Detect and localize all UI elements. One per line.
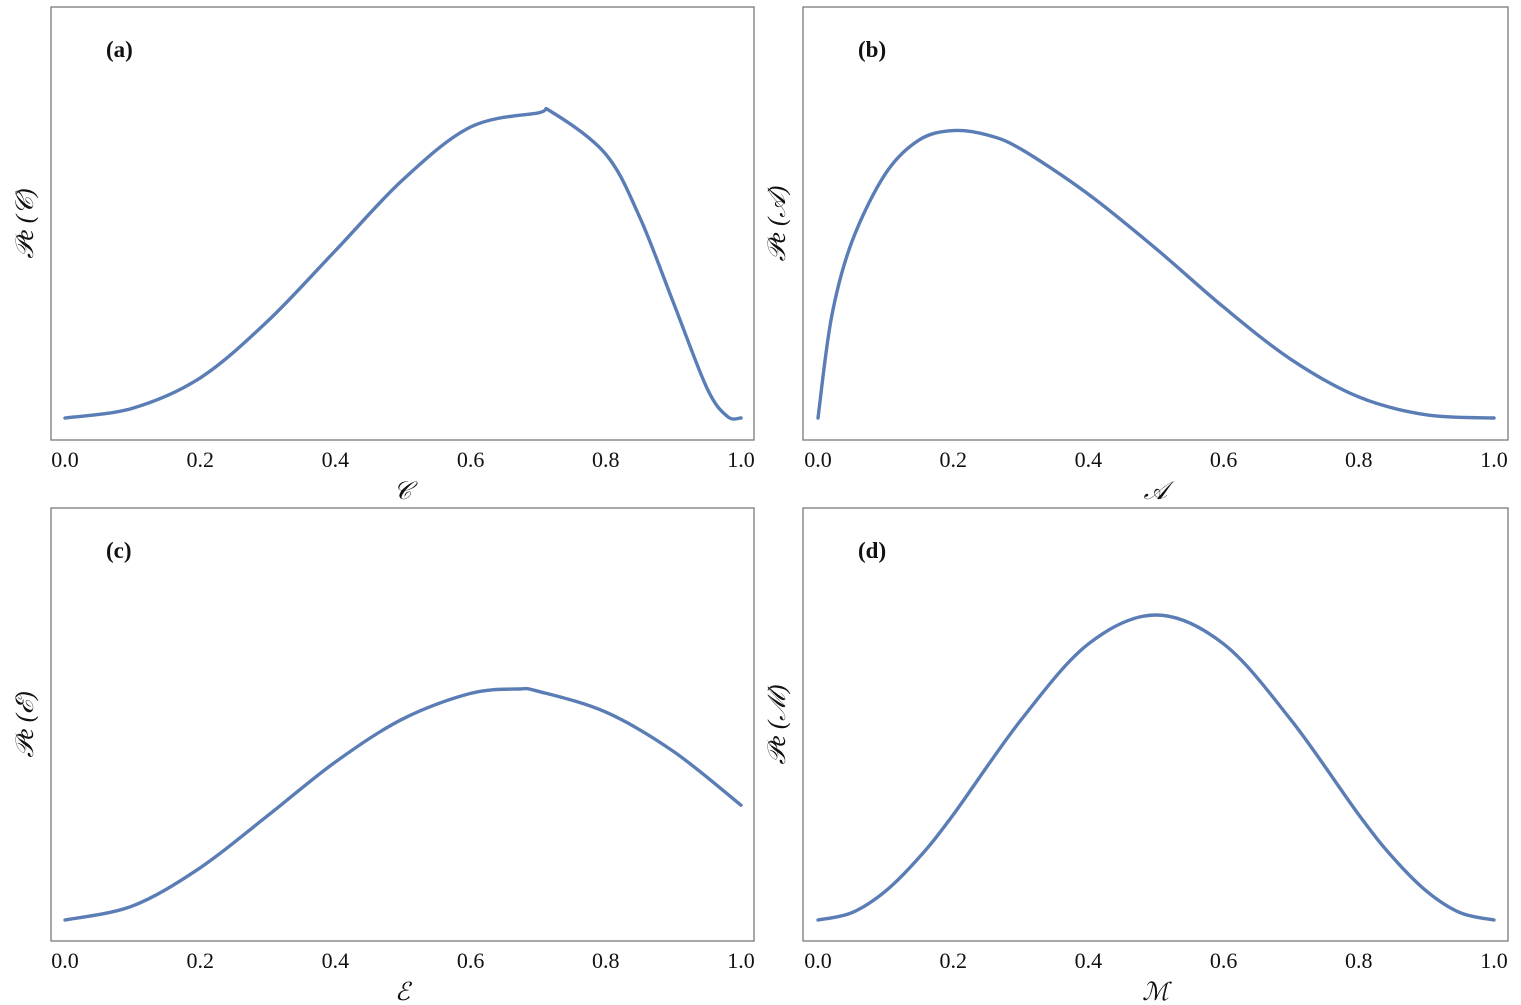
x-tick-label: 1.0 xyxy=(727,948,755,973)
x-tick-label: 0.4 xyxy=(1075,447,1103,472)
x-tick-label: 0.4 xyxy=(1075,948,1103,973)
plot-frame xyxy=(802,507,1509,942)
panel-d: (d) 0.0 0.2 0.4 0.6 0.8 1.0 ℳ 𝒫e (ℳ) xyxy=(764,507,1509,1005)
series-line xyxy=(816,128,1496,420)
x-tick-label: 1.0 xyxy=(1480,447,1508,472)
y-axis-label: 𝒫e (𝒜) xyxy=(764,186,791,262)
x-tick-label: 0.8 xyxy=(592,447,620,472)
x-tick-label: 0.6 xyxy=(457,447,485,472)
panel-a: (a) 0.0 0.2 0.4 0.6 0.8 1.0 𝒞 𝒫e (𝒞) xyxy=(12,6,755,505)
x-tick-label: 0.4 xyxy=(322,447,350,472)
x-axis-label: 𝒞 xyxy=(393,478,418,505)
series-line xyxy=(816,613,1496,922)
x-tick-label: 0.4 xyxy=(322,948,350,973)
x-tick-label: 0.6 xyxy=(457,948,485,973)
plot-frame xyxy=(50,6,755,441)
x-tick-label: 0.0 xyxy=(804,948,832,973)
x-tick-label: 0.2 xyxy=(186,948,214,973)
x-tick-label: 0.8 xyxy=(592,948,620,973)
plot-frame xyxy=(802,6,1509,441)
series-line xyxy=(63,106,743,421)
x-tick-label: 0.6 xyxy=(1210,948,1238,973)
x-tick-label: 0.6 xyxy=(1210,447,1238,472)
panel-label: (b) xyxy=(858,37,886,62)
x-axis-label: ℰ xyxy=(395,979,413,1005)
y-axis-label: 𝒫e (𝒞) xyxy=(12,188,39,258)
x-tick-label: 0.8 xyxy=(1345,447,1373,472)
plot-frame xyxy=(50,507,755,942)
y-axis-label: 𝒫e (ℰ) xyxy=(12,691,39,757)
x-tick-label: 0.2 xyxy=(939,948,967,973)
x-tick-label: 1.0 xyxy=(1480,948,1508,973)
x-axis-label: 𝒜 xyxy=(1144,478,1175,505)
x-tick-label: 0.2 xyxy=(939,447,967,472)
panel-label: (c) xyxy=(106,538,132,563)
panel-c: (c) 0.0 0.2 0.4 0.6 0.8 1.0 ℰ 𝒫e (ℰ) xyxy=(12,507,755,1005)
x-tick-label: 0.0 xyxy=(804,447,832,472)
x-tick-label: 0.0 xyxy=(51,948,79,973)
panel-label: (d) xyxy=(858,538,886,563)
x-tick-label: 0.8 xyxy=(1345,948,1373,973)
panel-label: (a) xyxy=(106,37,133,62)
series-line xyxy=(63,686,743,922)
panel-b: (b) 0.0 0.2 0.4 0.6 0.8 1.0 𝒜 𝒫e (𝒜) xyxy=(764,6,1509,505)
x-axis-label: ℳ xyxy=(1142,979,1172,1005)
x-tick-label: 1.0 xyxy=(727,447,755,472)
x-tick-label: 0.0 xyxy=(51,447,79,472)
x-tick-label: 0.2 xyxy=(186,447,214,472)
y-axis-label: 𝒫e (ℳ) xyxy=(764,684,791,764)
